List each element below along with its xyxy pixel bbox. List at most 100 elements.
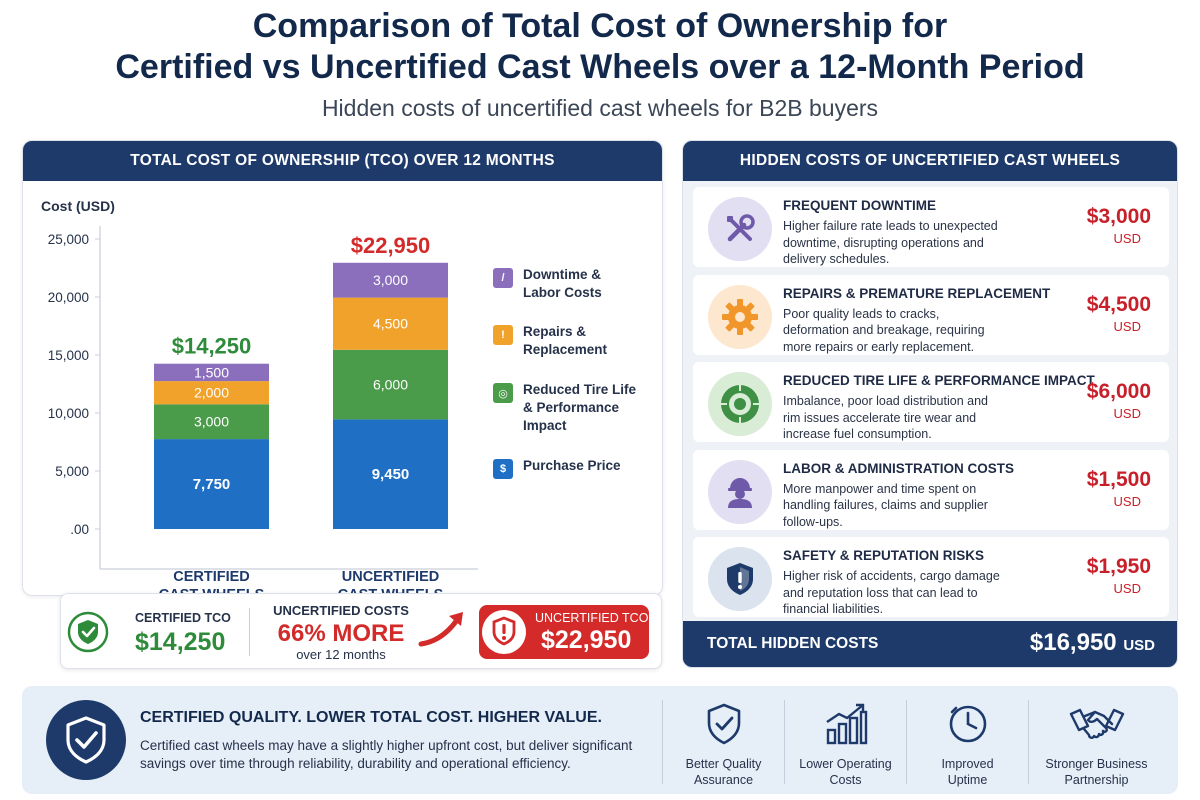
legend-label-line: Purchase Price [523,458,621,473]
hidden-cost-row: LABOR & ADMINISTRATION COSTS More manpow… [693,449,1169,530]
shield-check-icon [663,702,784,746]
tire-icon [708,372,772,436]
legend-label-line: Repairs & [523,324,587,339]
cost-unit: USD [1113,493,1141,509]
hidden-costs-panel: HIDDEN COSTS OF UNCERTIFIED CAST WHEELS … [682,140,1178,668]
benefit-item: Lower Operating Costs [784,700,906,787]
certified-shield-icon [67,611,109,653]
legend-label-line: & Performance [523,400,620,415]
cost-amount: $4,500 [1086,292,1151,316]
cost-amount: $1,950 [1086,555,1151,578]
cost-description: Imbalance, poor load distribution and ri… [783,394,988,441]
uncertified-tco-label: UNCERTIFIED TCO [535,611,649,625]
bar-value-label: 3,000 [194,414,229,430]
bar-value-label: 3,000 [373,272,408,288]
bar-value-label: 6,000 [373,377,408,393]
cost-unit: USD [1113,581,1141,596]
hidden-cost-row: FREQUENT DOWNTIME Higher failure rate le… [693,187,1169,267]
bar-segment-repairs-replacement [154,381,269,405]
tco-chart-header: TOTAL COST OF OWNERSHIP (TCO) OVER 12 MO… [23,141,662,181]
benefit-label-line: Uptime [947,773,988,787]
cost-amount: $6,000 [1086,380,1151,403]
legend-item-purchase-price: $ Purchase Price [493,457,648,479]
benefit-item: Better Quality Assurance [662,700,784,787]
tco-comparison-strip: CERTIFIED TCO $14,250 UNCERTIFIED COSTS … [60,593,662,669]
cost-description: Poor quality leads to cracks, deformatio… [783,306,985,354]
legend-swatch-icon: ◎ [493,383,513,403]
benefit-item: Improved Uptime [906,700,1028,787]
uncertified-tco-value: $22,950 [541,626,632,654]
benefit-label-line: Assurance [693,773,754,787]
bar-segment-repairs-replacement [333,297,448,350]
benefit-label-line: Stronger Business [1045,757,1148,771]
clock-icon [907,702,1028,746]
benefit-label-line: Costs [829,773,862,787]
period-label: over 12 months [296,647,386,662]
total-hidden-costs-value: $16,950 USD [1030,629,1155,657]
total-hidden-costs-label: TOTAL HIDDEN COSTS [707,635,879,652]
bar-value-label: 4,500 [373,316,408,332]
footer-title: CERTIFIED QUALITY. LOWER TOTAL COST. HIG… [140,709,602,726]
benefit-label: Lower Operating Costs [785,756,906,788]
bar-segment-downtime-labor-costs [333,262,448,298]
tco-chart-panel: TOTAL COST OF OWNERSHIP (TCO) OVER 12 MO… [22,140,663,596]
y-tick-label: .00 [70,522,89,537]
shield-alert-icon [708,547,772,611]
certified-tco-label: CERTIFIED TCO [135,611,231,625]
percent-more-value: 66% MORE [277,620,405,647]
uncertified-tco-box: UNCERTIFIED TCO $22,950 [479,605,649,659]
legend-swatch-icon: / [493,268,513,288]
bar-total-label: $14,250 [172,334,252,359]
bar-value-label: 7,750 [193,476,231,493]
cost-title: LABOR & ADMINISTRATION COSTS [783,460,1014,476]
x-category-label: CAST WHEELS [159,587,265,596]
warning-shield-icon [482,610,526,654]
chart-legend: / Downtime & Labor Costs! Repairs & Replacem… [493,141,658,595]
y-tick-label: 25,000 [48,232,89,247]
cost-description: Higher failure rate leads to unexpected … [783,219,998,266]
benefit-label-line: Better Quality [685,757,762,771]
bar-total-label: $22,950 [351,233,431,258]
bar-segment-reduced-tire-life-performance-impact [154,404,269,440]
total-unit: USD [1123,637,1155,654]
certified-tco-value: $14,250 [135,628,226,656]
hidden-cost-row: REDUCED TIRE LIFE & PERFORMANCE IMPACT I… [693,362,1169,442]
benefit-label-line: Lower Operating [799,757,892,771]
hidden-cost-row: REPAIRS & PREMATURE REPLACEMENT Poor qua… [693,274,1169,355]
legend-label: Reduced Tire Life & Performance Impact [523,381,648,435]
cost-unit: USD [1113,318,1141,334]
benefit-item: Stronger Business Partnership [1028,700,1164,787]
cost-title: REDUCED TIRE LIFE & PERFORMANCE IMPACT [783,373,1095,388]
cost-title: SAFETY & REPUTATION RISKS [783,548,985,563]
cost-title: REPAIRS & PREMATURE REPLACEMENT [783,285,1051,301]
legend-label-line: Reduced Tire Life [523,382,637,397]
y-tick-label: 10,000 [48,406,89,421]
cost-amount: $3,000 [1086,205,1151,228]
cost-description: Higher risk of accidents, cargo damage a… [783,569,1000,616]
handshake-icon [1029,702,1164,746]
hidden-cost-row: SAFETY & REPUTATION RISKS Higher risk of… [693,537,1169,617]
legend-label-line: Labor Costs [523,285,602,300]
benefit-label-line: Partnership [1064,773,1129,787]
x-category-label: CERTIFIED [173,569,250,585]
cost-title: FREQUENT DOWNTIME [783,198,936,213]
legend-swatch-icon: ! [493,325,513,345]
bar-segment-reduced-tire-life-performance-impact [333,349,448,420]
page-subtitle: Hidden costs of uncertified cast wheels … [321,95,879,121]
bar-value-label: 1,500 [194,364,229,380]
cost-unit: USD [1113,231,1141,246]
worker-icon [708,459,772,524]
bar-segment-downtime-labor-costs [154,363,269,382]
title-line-1: Comparison of Total Cost of Ownership fo… [252,7,948,45]
footer-description: Certified cast wheels may have a slightl… [140,738,633,771]
bar-value-label: 9,450 [372,466,410,483]
cost-description: More manpower and time spent on handling… [783,481,988,529]
increase-arrow-icon [418,612,463,647]
legend-label-line: Impact [523,418,567,433]
y-tick-label: 15,000 [48,348,89,363]
x-category-label: UNCERTIFIED [342,569,439,585]
bar-value-label: 2,000 [194,385,229,401]
y-tick-label: 5,000 [55,464,89,479]
strip-divider [249,608,250,656]
legend-label-line: Downtime & [523,267,602,282]
